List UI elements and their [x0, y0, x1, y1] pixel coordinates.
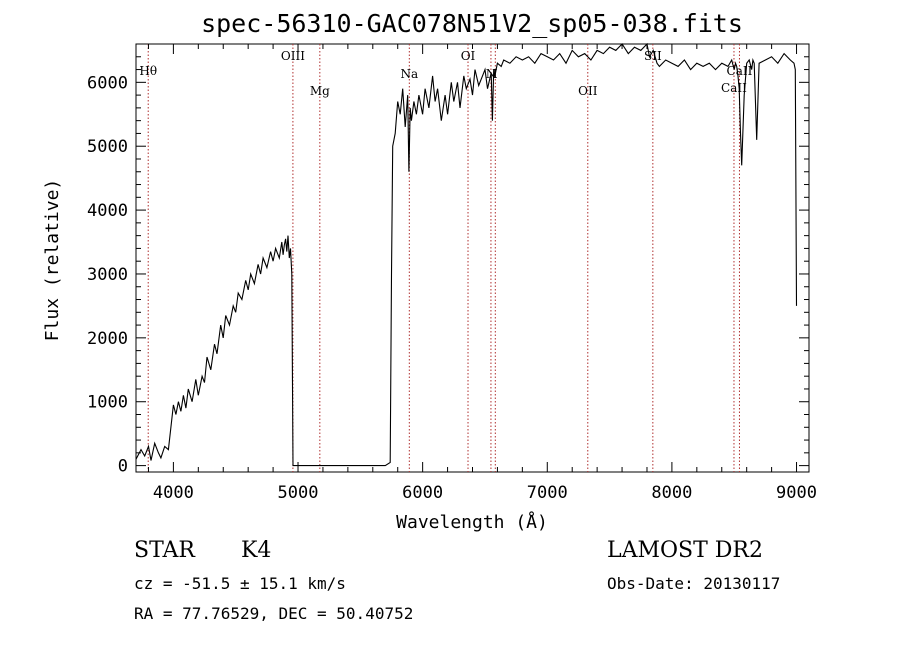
spectral-line-label: OII: [578, 84, 598, 98]
x-tick-label: 8000: [651, 483, 692, 503]
spectral-line-label: Hθ: [139, 64, 157, 78]
x-tick-label: 9000: [776, 483, 817, 503]
x-tick-label: 5000: [278, 483, 319, 503]
y-tick-label: 5000: [87, 137, 128, 157]
y-axis-ticks: 0 1000 2000 3000 4000 5000 6000: [87, 56, 809, 477]
y-tick-label: 6000: [87, 73, 128, 93]
y-tick-label: 1000: [87, 393, 128, 413]
y-tick-label: 2000: [87, 329, 128, 349]
sky-coordinates: RA = 77.76529, DEC = 50.40752: [134, 604, 414, 623]
x-tick-label: 7000: [527, 483, 568, 503]
spectral-line-label: OIII: [281, 49, 305, 63]
plot-frame: [135, 43, 810, 473]
spectral-line-label: CaII: [721, 81, 747, 95]
observation-date: Obs-Date: 20130117: [607, 574, 781, 593]
spectral-line-label: Na: [400, 67, 418, 81]
x-tick-label: 4000: [153, 483, 194, 503]
y-axis-label: Flux (relative): [42, 179, 63, 342]
y-tick-label: 0: [118, 457, 128, 477]
x-axis-label: Wavelength (Å): [396, 511, 548, 533]
object-subclass: K4: [241, 538, 272, 563]
x-tick-label: 6000: [402, 483, 443, 503]
spectrum-series-line: [135, 42, 798, 467]
y-tick-label: 3000: [87, 265, 128, 285]
object-type: STAR: [134, 538, 195, 563]
redshift-velocity: cz = -51.5 ± 15.1 km/s: [134, 574, 346, 593]
spectral-line-markers: [147, 44, 740, 472]
y-tick-label: 4000: [87, 201, 128, 221]
spectral-line-label: OI: [461, 49, 476, 63]
spectrum-chart: spec-56310-GAC078N51V2_sp05-038.fits Hθ O…: [42, 9, 817, 533]
spectral-line-label: CaII: [727, 64, 753, 78]
spectral-line-label: Mg: [310, 84, 330, 98]
chart-title: spec-56310-GAC078N51V2_sp05-038.fits: [201, 9, 743, 38]
x-axis-ticks: 4000 5000 6000 7000 8000 9000: [147, 44, 817, 503]
survey-name: LAMOST DR2: [607, 538, 763, 563]
